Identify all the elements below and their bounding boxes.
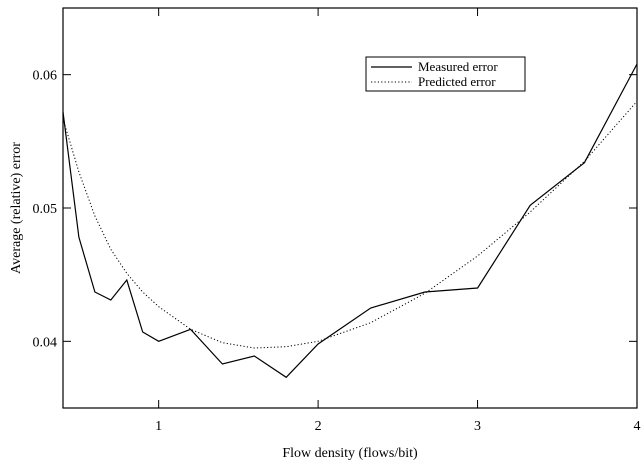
y-axis-label: Average (relative) error: [9, 142, 24, 274]
y-tick-label: 0.05: [33, 202, 58, 217]
x-tick-label: 3: [474, 419, 481, 434]
x-axis-ticks: 1 2 3 4: [155, 8, 641, 434]
y-axis-ticks: 0.04 0.05 0.06: [33, 69, 637, 350]
series-line-measured: [62, 63, 638, 379]
y-tick-label: 0.06: [33, 69, 58, 84]
x-tick-label: 1: [155, 419, 162, 434]
legend: Measured error Predicted error: [365, 56, 526, 92]
x-tick-label: 4: [634, 419, 641, 434]
x-tick-label: 2: [315, 419, 322, 434]
legend-label-predicted: Predicted error: [418, 74, 496, 89]
series-layer: [62, 63, 638, 379]
x-axis-label: Flow density (flows/bit): [282, 446, 418, 461]
plot-frame: [62, 7, 638, 409]
series-line-predicted: [62, 100, 638, 349]
y-tick-label: 0.04: [33, 335, 58, 350]
legend-box: [365, 56, 526, 92]
legend-label-measured: Measured error: [418, 59, 498, 74]
